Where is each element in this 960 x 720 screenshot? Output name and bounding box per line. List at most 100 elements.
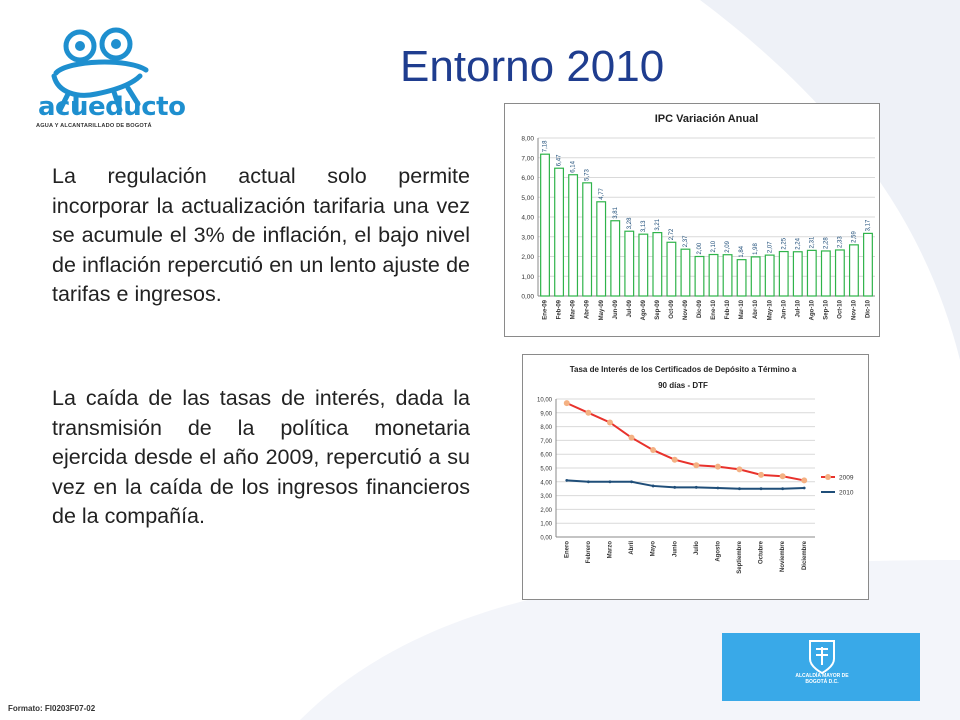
- x-tick-label: Marzo: [608, 541, 614, 559]
- bar: [834, 249, 845, 297]
- series-line-2009: [566, 402, 805, 482]
- x-tick-label: Agosto: [715, 541, 721, 562]
- bar: [596, 201, 607, 297]
- bar: [554, 167, 565, 297]
- x-tick-label: Nov-10: [852, 299, 858, 320]
- legend-label-2010: 2010: [839, 490, 854, 497]
- series-point-2009: [801, 477, 808, 484]
- x-tick-label: Abr-10: [753, 299, 759, 319]
- bar: [820, 250, 831, 297]
- bar: [610, 220, 621, 297]
- x-tick-label: Octubre: [759, 540, 765, 564]
- chart-title-line-2: 90 días - DTF: [658, 381, 708, 390]
- y-tick-label: 3,00: [521, 234, 534, 241]
- x-tick-label: Jul-10: [795, 299, 801, 317]
- series-point-2009: [779, 473, 786, 480]
- x-tick-label: Febrero: [586, 541, 592, 564]
- bar-value-label: 6,14: [571, 160, 577, 172]
- series-line-2010: [566, 479, 805, 490]
- bar-value-label: 2,37: [683, 235, 689, 247]
- x-tick-label: Mar-09: [571, 299, 577, 319]
- alcaldia-label: ALCALDÍA MAYOR DE BOGOTÁ D.C.: [795, 673, 849, 685]
- series-point-2010: [716, 486, 720, 490]
- y-tick-label: 0,00: [540, 536, 552, 542]
- x-tick-label: Jun-09: [613, 299, 619, 319]
- ipc-chart: IPC Variación Anual 0,00 1,00 2,00 3,00 4,00 5…: [504, 103, 880, 337]
- x-tick-label: Ene-09: [543, 299, 549, 319]
- series-point-2010: [759, 487, 763, 491]
- bar-value-label: 3,13: [641, 220, 647, 232]
- bar-value-label: 2,72: [669, 228, 675, 240]
- x-tick-label: Julio: [694, 541, 700, 555]
- bar-value-label: 2,24: [795, 237, 801, 249]
- x-tick-label: Oct-09: [669, 299, 675, 318]
- x-tick-label: Sep-10: [823, 299, 829, 319]
- bar: [806, 249, 817, 297]
- x-tick-label: Nov-09: [683, 299, 689, 320]
- series-point-2010: [673, 485, 677, 489]
- chart-title: IPC Variación Anual: [655, 113, 759, 125]
- y-tick-label: 5,00: [521, 195, 534, 202]
- series-point-2009: [585, 409, 592, 416]
- bar-value-label: 5,73: [585, 168, 591, 180]
- bar: [708, 253, 719, 297]
- x-tick-label: Ago-09: [641, 299, 647, 320]
- bar-value-label: 3,28: [627, 217, 633, 229]
- x-tick-label: Feb-10: [725, 299, 731, 319]
- bar: [764, 254, 775, 297]
- bar-value-label: 2,09: [725, 240, 731, 252]
- x-tick-label: Dic-09: [697, 299, 703, 318]
- x-tick-label: Abril: [629, 541, 635, 555]
- y-tick-label: 10,00: [537, 398, 553, 404]
- y-tick-label: 4,00: [521, 215, 534, 222]
- x-tick-label: Mar-10: [739, 299, 745, 319]
- alcaldia-badge: ALCALDÍA MAYOR DE BOGOTÁ D.C.: [722, 633, 920, 701]
- y-tick-label: 7,00: [540, 439, 552, 445]
- series-point-2010: [738, 487, 741, 491]
- y-tick-label: 2,00: [521, 254, 534, 261]
- series-point-2009: [758, 471, 765, 478]
- series-point-2009: [693, 462, 700, 469]
- bar-value-label: 1,98: [753, 243, 759, 255]
- x-tick-label: Septiembre: [737, 540, 743, 573]
- dtf-chart: Tasa de Interés de los Certificados de D…: [522, 354, 869, 600]
- y-tick-label: 0,00: [521, 294, 534, 301]
- bar: [736, 259, 747, 297]
- series-point-2009: [714, 463, 721, 470]
- series-point-2010: [781, 487, 785, 491]
- y-tick-label: 7,00: [521, 155, 534, 162]
- series-point-2010: [586, 480, 590, 484]
- x-tick-label: Ago-10: [809, 299, 815, 320]
- x-tick-label: Junio: [672, 541, 678, 557]
- acueducto-logo-frog: [51, 27, 149, 115]
- bar-value-label: 2,31: [809, 236, 815, 248]
- series-point-2009: [736, 466, 743, 473]
- y-tick-label: 6,00: [521, 175, 534, 182]
- series-point-2009: [563, 400, 570, 407]
- series-point-2010: [608, 480, 612, 484]
- bar-value-label: 6,47: [557, 154, 563, 166]
- series-point-2010: [630, 480, 633, 484]
- y-tick-label: 2,00: [540, 508, 552, 514]
- dtf-line-chart-svg: Tasa de Interés de los Certificados de D…: [537, 365, 854, 574]
- series-point-2010: [565, 479, 569, 482]
- bar-value-label: 2,10: [711, 240, 717, 252]
- bar-value-label: 2,59: [852, 231, 858, 243]
- legend-marker-2009: [825, 474, 831, 480]
- paragraph-interest-rates: La caída de las tasas de interés, dada l…: [52, 386, 470, 528]
- bar: [694, 255, 705, 297]
- ipc-bar-chart-svg: IPC Variación Anual 0,00 1,00 2,00 3,00 4,00 5…: [521, 113, 875, 320]
- x-tick-label: Diciembre: [802, 540, 808, 570]
- slide-title: Entorno 2010: [400, 42, 665, 91]
- paragraph-inflation: La regulación actual solo permite incorp…: [52, 164, 470, 306]
- x-tick-label: Jul-09: [627, 299, 633, 317]
- bar: [624, 230, 635, 297]
- bar: [666, 241, 677, 297]
- series-point-2009: [606, 419, 613, 426]
- x-tick-label: Feb-09: [557, 299, 563, 319]
- x-tick-label: Abr-09: [585, 299, 591, 319]
- x-tick-label: Jun-10: [781, 299, 787, 319]
- bar-value-label: 3,21: [655, 218, 661, 230]
- x-tick-label: May-10: [767, 299, 773, 320]
- bar-value-label: 4,77: [599, 187, 605, 199]
